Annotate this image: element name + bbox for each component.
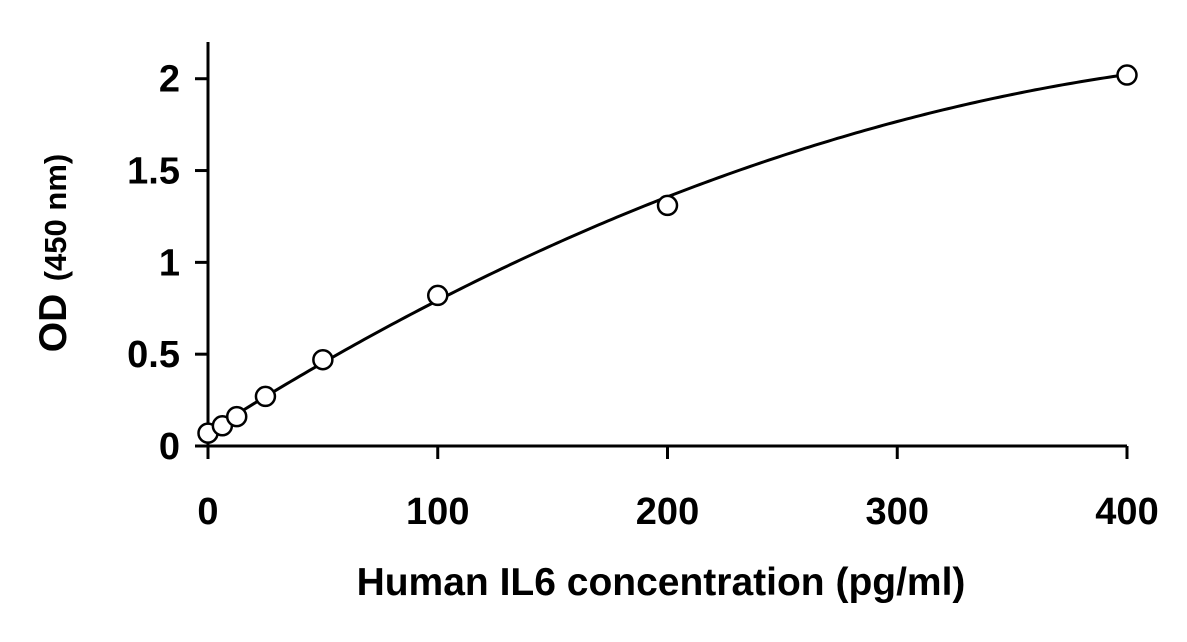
x-tick-label: 0 [197, 491, 218, 533]
data-point [225, 405, 248, 428]
x-ticks: 0 100 200 300 400 [197, 446, 1159, 533]
x-tick-label: 300 [866, 491, 929, 533]
y-tick-label: 1 [159, 242, 180, 284]
y-axis-title-sub: (450 nm) [38, 154, 73, 281]
data-point [312, 348, 334, 371]
x-axis-title: Human IL6 concentration (pg/ml) [357, 561, 966, 604]
data-point [427, 284, 449, 307]
y-ticks: 0 0.5 1 1.5 2 [127, 59, 208, 468]
y-axis-title-main: OD [32, 294, 75, 353]
y-tick-label: 0.5 [127, 334, 180, 376]
fit-curve-layer [206, 73, 1129, 434]
y-axis-title: OD (450 nm) [32, 154, 75, 352]
fit-curve [206, 73, 1129, 434]
x-tick-label: 200 [636, 491, 699, 533]
y-tick-label: 1.5 [127, 151, 180, 193]
data-point [1116, 64, 1138, 86]
x-tick-label: 100 [406, 491, 469, 533]
data-points-layer [197, 64, 1138, 444]
data-point [656, 194, 679, 217]
y-tick-label: 0 [159, 426, 180, 468]
x-tick-label: 400 [1095, 491, 1158, 533]
axes [206, 42, 1127, 448]
data-point [254, 385, 277, 408]
y-tick-label: 2 [159, 59, 180, 101]
